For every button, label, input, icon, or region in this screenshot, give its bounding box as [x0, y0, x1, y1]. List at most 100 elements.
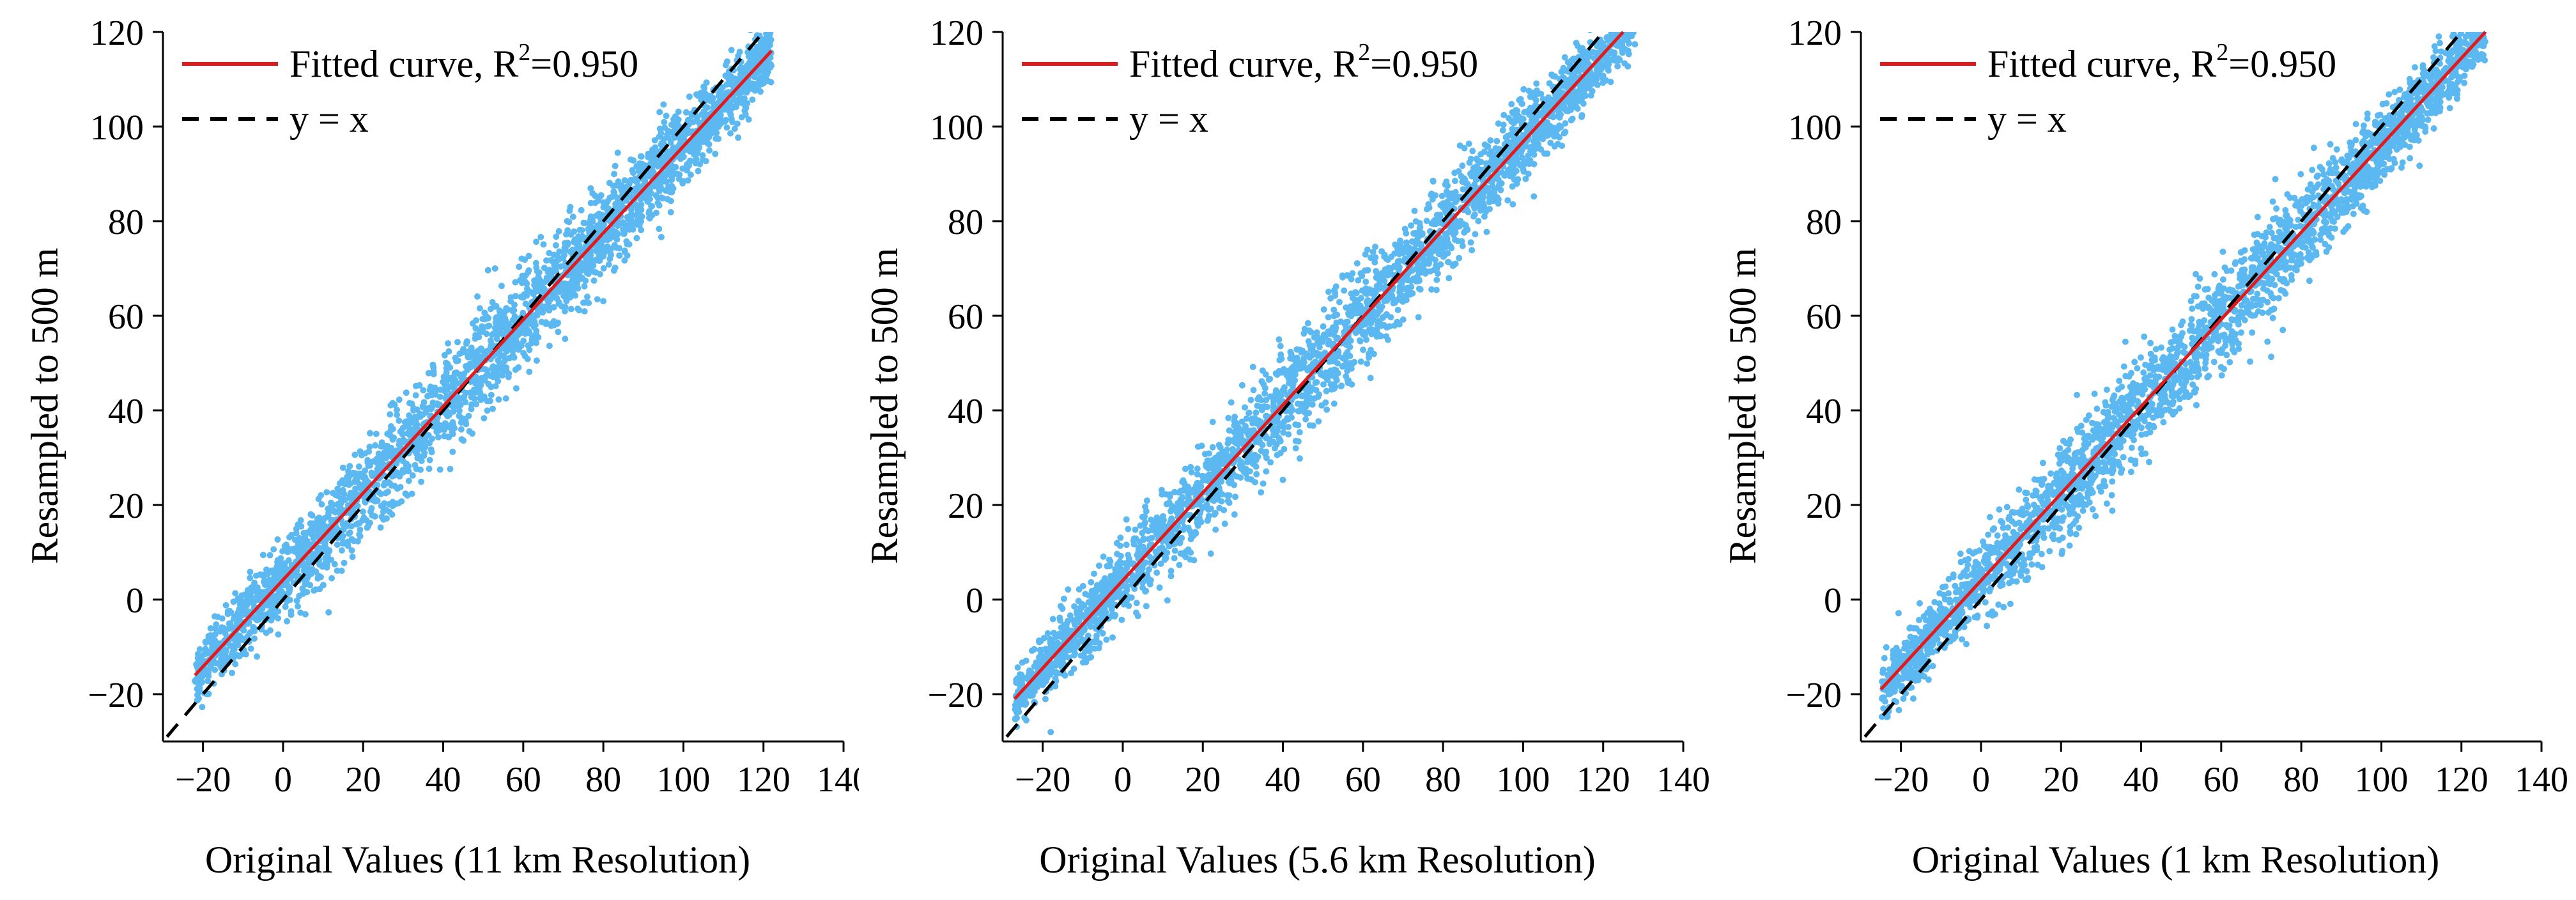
scatter-point: [637, 183, 644, 190]
scatter-point: [488, 342, 495, 348]
scatter-point: [1249, 364, 1256, 370]
scatter-point: [1212, 526, 1219, 533]
scatter-point: [1309, 343, 1316, 350]
scatter-point: [1598, 45, 1605, 52]
scatter-point: [746, 59, 753, 66]
scatter-point: [1253, 409, 1260, 416]
scatter-point: [1093, 632, 1100, 639]
scatter-point: [621, 177, 628, 184]
scatter-point: [1614, 63, 1621, 70]
scatter-point: [702, 134, 709, 141]
scatter-point: [1632, 11, 1639, 17]
scatter-point: [621, 247, 628, 254]
scatter-point: [413, 421, 420, 428]
scatter-point: [540, 241, 547, 248]
scatter-point: [224, 608, 231, 615]
scatter-point: [661, 170, 668, 177]
scatter-point: [1411, 207, 1418, 214]
scatter-point: [1180, 526, 1187, 533]
scatter-point: [741, 95, 748, 102]
scatter-point: [449, 384, 456, 391]
scatter-point: [1014, 664, 1021, 671]
scatter-point: [425, 431, 432, 438]
scatter-point: [1280, 429, 1287, 436]
scatter-point: [1263, 468, 1270, 475]
scatter-point: [509, 307, 516, 314]
scatter-point: [1357, 270, 1364, 277]
scatter-point: [1261, 390, 1269, 397]
scatter-point: [426, 440, 433, 447]
scatter-point: [1363, 336, 1370, 343]
scatter-point: [1610, 20, 1617, 27]
scatter-point: [1091, 601, 1099, 608]
scatter-point: [1616, 20, 1623, 27]
scatter-point: [679, 151, 686, 158]
scatter-point: [1114, 565, 1120, 571]
scatter-point: [389, 511, 396, 518]
scatter-point: [252, 572, 259, 579]
scatter-point: [570, 286, 576, 293]
scatter-panel-5-6km: −20 0 20 40 60 80 100 120 140−20020406080100120O…: [863, 0, 1710, 881]
scatter-point: [663, 112, 670, 120]
scatter-point: [525, 267, 532, 274]
scatter-point: [488, 391, 495, 398]
scatter-point: [697, 89, 704, 97]
scatter-point: [630, 221, 637, 228]
scatter-point: [1628, 0, 1635, 3]
scatter-point: [1403, 239, 1410, 246]
scatter-point: [263, 630, 270, 637]
scatter-point: [351, 451, 359, 458]
scatter-point: [403, 389, 410, 396]
x-tick-label: 40: [426, 760, 461, 800]
scatter-point: [1467, 170, 1474, 177]
scatter-point: [1221, 520, 1228, 527]
scatter-point: [584, 293, 590, 300]
scatter-point: [656, 109, 663, 116]
scatter-point: [541, 265, 548, 272]
scatter-point: [1116, 558, 1123, 565]
scatter-point: [728, 47, 735, 54]
scatter-point: [222, 652, 229, 659]
scatter-point: [1365, 354, 1372, 361]
scatter-point: [268, 581, 275, 588]
scatter-point: [387, 402, 394, 408]
scatter-point: [1516, 162, 1523, 169]
scatter-point: [553, 257, 560, 264]
scatter-point: [1623, 18, 1629, 24]
scatter-point: [251, 625, 258, 632]
scatter-point: [472, 325, 479, 332]
scatter-point: [1621, 12, 1627, 19]
scatter-point: [1500, 112, 1508, 118]
scatter-point: [605, 205, 612, 212]
scatter-point: [688, 157, 694, 164]
scatter-point: [569, 213, 576, 221]
scatter-point: [1357, 358, 1364, 365]
scatter-point: [334, 485, 341, 492]
scatter-point: [745, 81, 752, 88]
scatter-point: [673, 118, 680, 125]
scatter-point: [1370, 350, 1377, 357]
scatter-point: [195, 658, 202, 665]
scatter-point: [356, 531, 363, 538]
scatter-point: [274, 593, 281, 600]
scatter-point: [297, 543, 304, 550]
scatter-point: [328, 499, 334, 506]
scatter-point: [1305, 338, 1312, 345]
scatter-point: [646, 208, 653, 215]
scatter-point: [1158, 526, 1165, 533]
scatter-point: [1194, 465, 1201, 472]
scatter-point: [420, 387, 427, 394]
scatter-point: [712, 150, 719, 157]
scatter-point: [1142, 527, 1149, 534]
scatter-point: [1364, 267, 1371, 274]
scatter-point: [606, 256, 613, 262]
scatter-point: [302, 611, 309, 617]
scatter-point: [1631, 21, 1637, 27]
scatter-point: [1303, 401, 1310, 408]
scatter-point: [476, 305, 483, 312]
scatter-point: [358, 485, 365, 492]
scatter-point: [631, 185, 638, 192]
scatter-point: [653, 210, 659, 216]
scatter-point: [277, 588, 284, 595]
scatter-point: [617, 201, 624, 208]
